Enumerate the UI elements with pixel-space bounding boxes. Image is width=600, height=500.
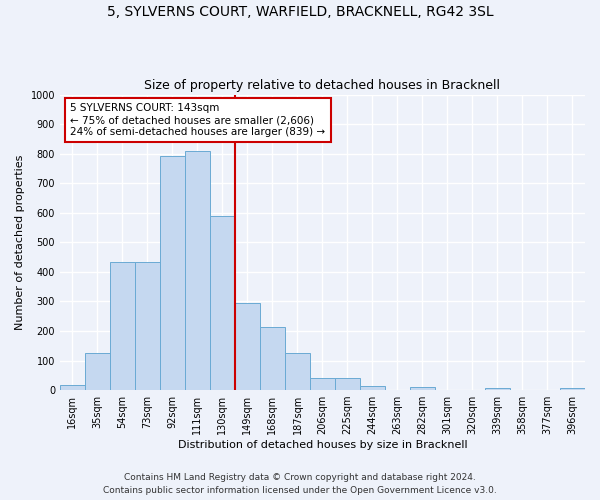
Bar [560,388,585,390]
X-axis label: Distribution of detached houses by size in Bracknell: Distribution of detached houses by size … [178,440,467,450]
Bar [235,304,260,390]
Bar [485,388,510,390]
Bar [310,378,335,390]
Text: 5, SYLVERNS COURT, WARFIELD, BRACKNELL, RG42 3SL: 5, SYLVERNS COURT, WARFIELD, BRACKNELL, … [107,5,493,19]
Bar [185,152,210,390]
Y-axis label: Number of detached properties: Number of detached properties [15,154,25,330]
Bar [60,385,85,390]
Bar [260,328,285,390]
Bar [160,156,185,390]
Bar [410,387,435,390]
Title: Size of property relative to detached houses in Bracknell: Size of property relative to detached ho… [145,79,500,92]
Bar [85,353,110,390]
Bar [110,262,135,390]
Bar [210,216,235,390]
Text: 5 SYLVERNS COURT: 143sqm
← 75% of detached houses are smaller (2,606)
24% of sem: 5 SYLVERNS COURT: 143sqm ← 75% of detach… [70,104,326,136]
Text: Contains HM Land Registry data © Crown copyright and database right 2024.
Contai: Contains HM Land Registry data © Crown c… [103,474,497,495]
Bar [360,386,385,390]
Bar [135,262,160,390]
Bar [285,353,310,390]
Bar [335,378,360,390]
